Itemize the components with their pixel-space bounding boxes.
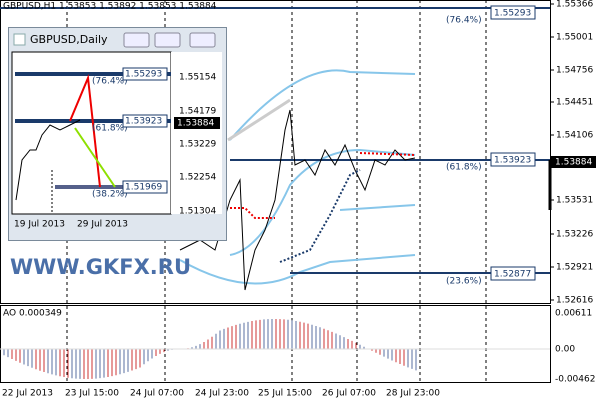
fib-box	[122, 67, 168, 81]
fib-price: 1.52877	[494, 270, 531, 280]
fib-price: 1.53923	[125, 117, 162, 127]
time-axis: 22 Jul 2013 23 Jul 15:00 24 Jul 07:00 24 Ju…	[2, 389, 440, 399]
indicator-tick: 0.00	[555, 345, 575, 355]
price-tick: 1.53226	[556, 230, 593, 240]
close-button[interactable]	[189, 32, 216, 48]
period-separators	[66, 0, 487, 383]
inset-price-tick: 1.51304	[179, 207, 216, 217]
sar-red	[359, 152, 416, 156]
fib-box	[490, 266, 536, 281]
fib-box	[122, 114, 168, 128]
chart-header: GBPUSD,H1 1.53853 1.53892 1.53853 1.5388…	[3, 2, 217, 12]
inset-price-tick: 1.52254	[179, 173, 216, 183]
time-label: 22 Jul 2013	[2, 389, 53, 399]
current-price-box	[551, 156, 596, 168]
current-price: 1.53884	[555, 158, 592, 168]
fib-percent: (61.8%)	[92, 124, 128, 134]
inset-fib-green	[74, 127, 116, 188]
inset-current-box	[174, 117, 220, 129]
band-upper	[229, 69, 416, 141]
price-tick: 1.55366	[556, 0, 593, 10]
inset-window: GBPUSD,Daily (76.4%) 1.55293 (61.8%) 1.5…	[8, 27, 227, 241]
sar-blue	[279, 169, 361, 263]
time-label: 23 Jul 15:00	[65, 389, 119, 399]
watermark: WWW.GKFX.RU	[10, 255, 191, 279]
fib-price: 1.53923	[494, 156, 531, 166]
fib-price: 1.55293	[125, 70, 162, 80]
inset-price-tick: 1.55154	[179, 73, 216, 83]
price-candles	[179, 109, 416, 291]
trend-line	[227, 98, 291, 142]
inset-current-price: 1.53884	[177, 119, 214, 129]
inset-time-label: 19 Jul 2013	[14, 220, 65, 230]
price-tick: 1.53531	[556, 196, 593, 206]
fib-percent: (76.4%)	[92, 77, 128, 87]
inset-candles	[15, 119, 81, 201]
band-inner	[339, 204, 416, 211]
fib-box	[490, 152, 536, 167]
fib-box	[122, 180, 168, 194]
ao-histogram	[3, 319, 417, 379]
price-tick: 1.55001	[556, 33, 593, 43]
time-label: 28 Jul 23:00	[386, 389, 440, 399]
time-label: 25 Jul 15:00	[258, 389, 312, 399]
indicator-frame	[0, 305, 551, 383]
frames	[0, 0, 551, 383]
time-label: 24 Jul 23:00	[195, 389, 249, 399]
fib-price: 1.55293	[494, 9, 531, 19]
indicator-label: AO 0.000349	[3, 309, 62, 319]
maximize-button[interactable]	[154, 32, 181, 48]
inset-scale-bg	[171, 52, 222, 214]
fib-price: 1.51969	[125, 183, 162, 193]
price-tick: 1.52921	[556, 263, 593, 273]
indicator-tick: 0.00611	[555, 309, 592, 319]
main-frame	[0, 0, 551, 304]
inset-title: GBPUSD,Daily	[30, 33, 108, 46]
time-label: 26 Jul 07:00	[322, 389, 376, 399]
fib-box	[490, 5, 536, 20]
price-tick: 1.54451	[556, 98, 593, 108]
price-tick: 1.52616	[556, 296, 593, 306]
minimize-button[interactable]	[123, 32, 150, 48]
icon	[13, 33, 26, 46]
fib-percent: (38.2%)	[92, 190, 128, 200]
inset-fib-red	[69, 74, 101, 188]
indicator-tick: -0.004628	[555, 375, 596, 385]
fib-percent: (23.6%)	[446, 277, 482, 287]
inset-price-tick: 1.53229	[179, 140, 216, 150]
price-tick: 1.54756	[556, 66, 593, 76]
inset-time-label: 29 Jul 2013	[77, 220, 128, 230]
fib-percent: (76.4%)	[446, 16, 482, 26]
time-label: 24 Jul 07:00	[130, 389, 184, 399]
fib-percent: (61.8%)	[446, 163, 482, 173]
price-scale: 1.55366 1.55001 1.54756 1.54451 1.54106 1.535…	[550, 0, 593, 306]
price-tick: 1.54106	[556, 131, 593, 141]
inset-price-tick: 1.54179	[179, 107, 216, 117]
band-middle	[229, 148, 416, 256]
